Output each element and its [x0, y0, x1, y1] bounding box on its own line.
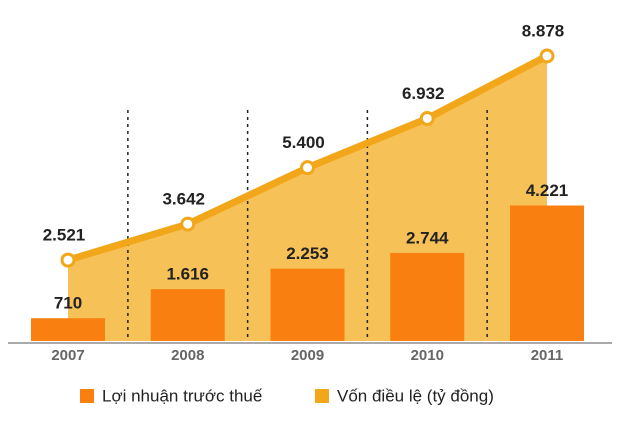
bar-value-label: 710 [54, 294, 82, 313]
legend-swatch [315, 389, 329, 403]
legend-swatch [80, 389, 94, 403]
line-value-label: 2.521 [43, 226, 86, 245]
bar-value-label: 1.616 [166, 265, 209, 284]
bar [510, 205, 584, 341]
bar-value-label: 4.221 [526, 181, 569, 200]
legend-label: Vốn điều lệ (tỷ đồng) [337, 386, 494, 405]
line-point [180, 216, 196, 232]
x-tick-label: 2010 [411, 347, 444, 364]
line-point [539, 48, 555, 64]
bar [31, 318, 105, 341]
x-tick-label: 2011 [531, 347, 564, 364]
bar [150, 289, 225, 341]
bar-value-label: 2.253 [286, 244, 329, 263]
line-point [419, 110, 435, 126]
bar [270, 268, 345, 341]
bar [390, 252, 465, 341]
line-value-label: 5.400 [282, 133, 325, 152]
line-point [300, 160, 315, 176]
line-value-label: 6.932 [402, 84, 445, 103]
line-point [60, 252, 76, 268]
bar-value-label: 2.744 [406, 228, 449, 247]
legend-label: Lợi nhuận trước thuế [102, 386, 263, 405]
line-value-label: 3.642 [162, 190, 205, 209]
x-tick-label: 2009 [291, 347, 324, 364]
x-tick-label: 2007 [51, 347, 84, 364]
x-tick-label: 2008 [171, 347, 204, 364]
line-value-label: 8.878 [522, 21, 565, 40]
